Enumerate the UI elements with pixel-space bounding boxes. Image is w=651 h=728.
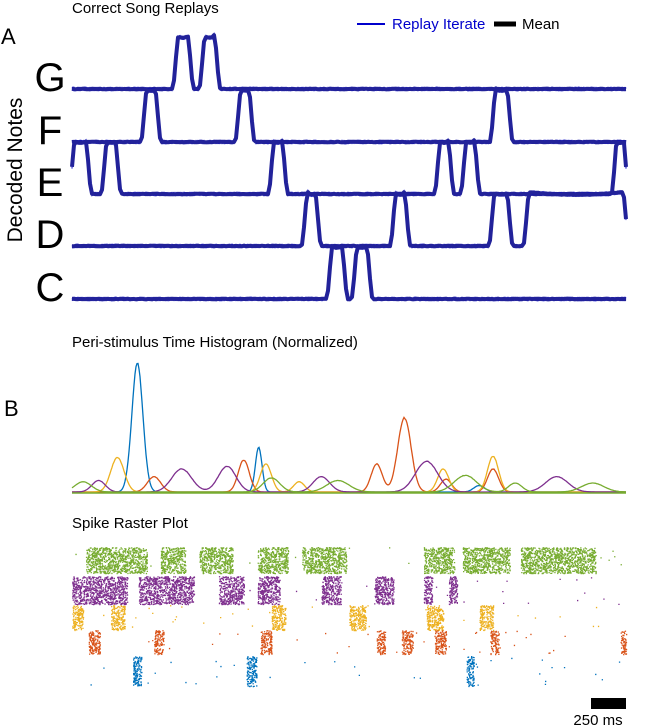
replay-iterate-trace <box>71 189 627 249</box>
raster-plot <box>72 547 628 688</box>
replay-mean-trace <box>71 33 627 92</box>
raster-row-3 <box>88 630 628 656</box>
replay-iterate-trace <box>71 244 627 302</box>
replay-iterate-trace <box>71 31 627 92</box>
replay-iterate-trace <box>71 35 627 92</box>
replay-iterate-trace <box>71 244 627 302</box>
scale-bar <box>591 698 626 709</box>
psth-title: Peri-stimulus Time Histogram (Normalized… <box>72 334 358 351</box>
replay-iterate-trace <box>71 139 627 197</box>
replay-legend: Replay Iterate Mean <box>357 16 560 33</box>
psth-series-1 <box>72 416 626 493</box>
replay-iterate-trace <box>71 190 627 249</box>
replay-chart-title: Correct Song Replays <box>72 0 219 17</box>
replay-row-d <box>71 188 628 249</box>
replay-iterate-trace <box>71 138 627 197</box>
replay-iterate-trace <box>71 190 627 249</box>
replay-iterate-trace <box>71 138 627 197</box>
replay-iterate-trace <box>71 190 627 249</box>
replay-iterate-trace <box>72 34 627 92</box>
replay-iterate-trace <box>71 244 627 302</box>
panel-label-b: B <box>4 396 19 421</box>
replay-iterate-trace <box>71 137 627 197</box>
raster-spikes <box>90 656 621 688</box>
replay-iterate-trace <box>71 190 627 249</box>
replay-iterate-trace <box>71 244 627 302</box>
replay-iterate-trace <box>71 138 627 197</box>
replay-iterate-trace <box>71 137 627 197</box>
replay-iterate-trace <box>71 32 627 92</box>
raster-row-2 <box>72 605 600 632</box>
psth-series-4 <box>71 474 626 493</box>
replay-iterate-trace <box>71 139 627 197</box>
raster-row-4 <box>90 656 621 688</box>
replay-iterate-trace <box>71 33 627 92</box>
replay-iterate-trace <box>71 244 627 302</box>
replay-mean-trace <box>71 244 626 302</box>
replay-iterate-trace <box>71 33 627 92</box>
replay-iterate-trace <box>71 138 627 197</box>
replay-iterate-trace <box>71 189 627 249</box>
raster-spikes <box>88 630 628 656</box>
panel-b: B Peri-stimulus Time Histogram (Normaliz… <box>4 334 628 728</box>
replay-row-f <box>71 86 627 145</box>
psth-series-2 <box>72 455 626 493</box>
replay-mean-trace <box>70 138 628 197</box>
psth-series-3 <box>72 460 626 493</box>
replay-iterate-trace <box>71 137 627 197</box>
replay-row-c <box>71 243 627 302</box>
note-label-d: D <box>36 213 65 257</box>
replay-iterate-trace <box>71 35 627 92</box>
replay-mean-trace <box>72 190 628 249</box>
replay-iterate-trace <box>71 245 627 302</box>
replay-row-e <box>70 137 628 197</box>
replay-iterate-trace <box>71 189 627 249</box>
raster-title: Spike Raster Plot <box>72 515 189 532</box>
replay-iterate-trace <box>71 35 627 92</box>
replay-iterate-trace <box>71 188 627 249</box>
psth-plot <box>71 362 626 494</box>
replay-y-label: Decoded Notes <box>4 98 27 243</box>
panel-a: A Correct Song Replays Decoded Notes Rep… <box>1 0 628 310</box>
replay-iterate-trace <box>71 244 627 302</box>
replay-iterate-trace <box>71 190 627 249</box>
replay-iterate-trace <box>71 34 627 92</box>
replay-iterate-trace <box>71 245 627 302</box>
note-label-f: F <box>38 109 62 153</box>
legend-replay-label: Replay Iterate <box>392 16 485 33</box>
replay-iterate-trace <box>72 243 627 302</box>
replay-traces <box>70 31 628 302</box>
replay-iterate-trace <box>71 138 627 197</box>
raster-spikes <box>75 547 622 575</box>
replay-iterate-trace <box>71 139 627 197</box>
replay-iterate-trace <box>71 189 627 249</box>
replay-iterate-trace <box>71 245 627 302</box>
note-label-c: C <box>36 266 65 310</box>
replay-iterate-trace <box>71 189 627 249</box>
legend-mean-label: Mean <box>522 16 560 33</box>
replay-row-g <box>71 31 627 92</box>
replay-iterate-trace <box>71 34 627 92</box>
replay-iterate-trace <box>71 35 627 92</box>
replay-iterate-trace <box>71 245 627 302</box>
scale-bar-label: 250 ms <box>573 712 622 728</box>
replay-iterate-trace <box>71 244 627 302</box>
panel-label-a: A <box>1 24 16 49</box>
replay-mean-trace <box>71 86 627 145</box>
raster-row-0 <box>75 547 622 575</box>
raster-row-1 <box>72 576 620 606</box>
raster-spikes <box>72 605 600 632</box>
replay-iterate-trace <box>71 33 627 92</box>
psth-series-0 <box>72 362 626 493</box>
raster-spikes <box>72 576 620 606</box>
note-label-e: E <box>37 161 64 205</box>
replay-iterate-trace <box>71 138 627 197</box>
replay-iterate-trace <box>71 190 627 249</box>
note-label-g: G <box>34 56 65 100</box>
